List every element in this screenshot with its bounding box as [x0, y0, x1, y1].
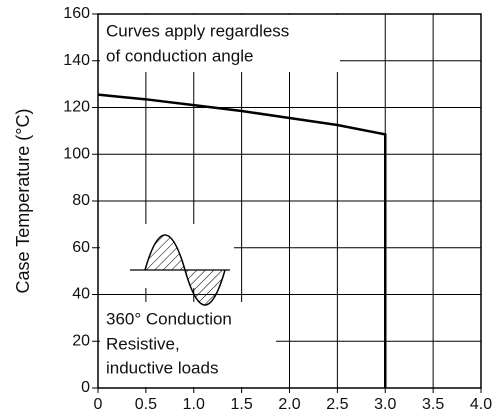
y-tick-label: 80	[72, 192, 90, 209]
x-tick-label: 4.0	[470, 396, 492, 413]
y-tick-label: 40	[72, 286, 90, 303]
annotation-box	[100, 302, 276, 387]
y-tick-label: 140	[63, 52, 90, 69]
annotation-box	[100, 15, 340, 72]
y-tick-label: 120	[63, 99, 90, 116]
annotation: Curves apply regardless	[106, 21, 289, 40]
plot-frame	[97, 13, 482, 389]
x-tick-label: 0	[94, 396, 103, 413]
y-tick-label: 60	[72, 239, 90, 256]
y-tick-label: 160	[63, 5, 90, 22]
x-tick-label: 2.5	[326, 396, 348, 413]
x-tick-label: 3.5	[422, 396, 444, 413]
annotation: Resistive,	[106, 334, 180, 353]
x-tick-label: 1.0	[183, 396, 205, 413]
waveform-icon	[130, 234, 230, 306]
x-tick-label: 1.5	[231, 396, 253, 413]
x-tick-label: 0.5	[135, 396, 157, 413]
y-tick-label: 20	[72, 332, 90, 349]
annotation: inductive loads	[106, 358, 218, 377]
y-axis-label: Case Temperature (°C)	[13, 109, 33, 294]
y-tick-label: 0	[81, 379, 90, 396]
x-tick-label: 3.0	[374, 396, 396, 413]
annotation: 360° Conduction	[106, 309, 232, 328]
annotation: of conduction angle	[106, 46, 253, 65]
y-tick-label: 100	[63, 145, 90, 162]
series-line	[97, 93, 387, 388]
x-tick-label: 2.0	[278, 396, 300, 413]
